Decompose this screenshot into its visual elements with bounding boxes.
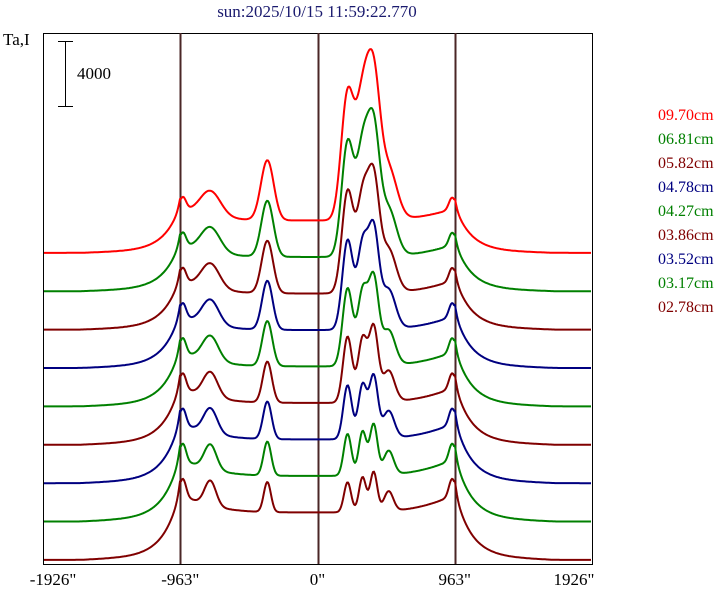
legend-item: 06.81cm xyxy=(658,131,714,148)
series-line-03.17cm xyxy=(44,422,591,523)
scale-bar xyxy=(58,41,73,107)
legend-item: 09.70cm xyxy=(658,107,714,124)
scale-bar-label: 4000 xyxy=(77,64,111,83)
y-axis-label: Ta,I xyxy=(3,30,30,49)
legend: 09.70cm 06.81cm 05.82cm 04.78cm 04.27cm 03.86… xyxy=(658,104,714,320)
x-tick-label: -1926" xyxy=(29,570,77,589)
legend-item: 04.27cm xyxy=(658,203,714,220)
series-line-09.70cm xyxy=(44,48,591,254)
legend-item: 03.86cm xyxy=(658,227,714,244)
legend-item: 03.17cm xyxy=(658,275,714,292)
x-tick-label: -963" xyxy=(161,570,200,589)
x-tick-label: 0" xyxy=(309,570,326,589)
series-line-05.82cm xyxy=(44,162,591,331)
chart-title: sun:2025/10/15 11:59:22.770 xyxy=(217,2,417,21)
legend-item: 05.82cm xyxy=(658,155,714,172)
legend-item: 03.52cm xyxy=(658,251,714,268)
series-line-04.78cm xyxy=(44,218,591,369)
series-line-06.81cm xyxy=(44,107,591,293)
legend-item: 04.78cm xyxy=(658,179,714,196)
series-line-04.27cm xyxy=(44,270,591,408)
series-line-03.52cm xyxy=(44,373,591,485)
series-line-03.86cm xyxy=(44,322,591,446)
x-tick-label: 1926" xyxy=(553,570,595,589)
legend-item: 02.78cm xyxy=(658,299,714,316)
x-tick-label: 963" xyxy=(438,570,471,589)
series-line-02.78cm xyxy=(44,470,591,561)
